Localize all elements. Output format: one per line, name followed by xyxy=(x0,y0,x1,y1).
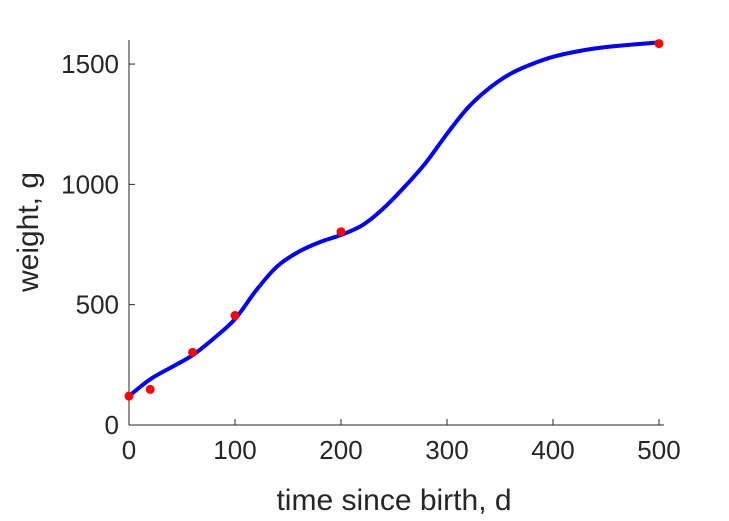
x-tick-label: 500 xyxy=(637,435,680,465)
x-tick-label: 0 xyxy=(122,435,136,465)
x-axis: 0 100 200 300 400 500 time since birth, d xyxy=(122,419,681,517)
data-point xyxy=(654,39,664,49)
y-ticks: 0 500 1000 1500 xyxy=(61,49,135,440)
x-tick-label: 300 xyxy=(425,435,468,465)
data-point xyxy=(230,311,240,321)
data-point xyxy=(188,347,198,357)
data-point xyxy=(145,384,155,394)
x-tick-label: 400 xyxy=(531,435,574,465)
fitted-curve xyxy=(127,40,661,399)
y-tick-label: 1000 xyxy=(61,169,119,199)
x-tick-label: 200 xyxy=(319,435,362,465)
data-point xyxy=(336,227,346,237)
x-axis-title: time since birth, d xyxy=(276,484,511,517)
y-tick-label: 0 xyxy=(105,410,119,440)
y-tick-label: 1500 xyxy=(61,49,119,79)
y-axis: 0 500 1000 1500 weight, g xyxy=(12,40,135,440)
y-axis-title: weight, g xyxy=(12,172,45,293)
y-tick-label: 500 xyxy=(76,290,119,320)
data-point xyxy=(124,391,134,401)
x-tick-label: 100 xyxy=(213,435,256,465)
x-ticks: 0 100 200 300 400 500 xyxy=(122,419,681,465)
plot-area xyxy=(124,39,664,401)
